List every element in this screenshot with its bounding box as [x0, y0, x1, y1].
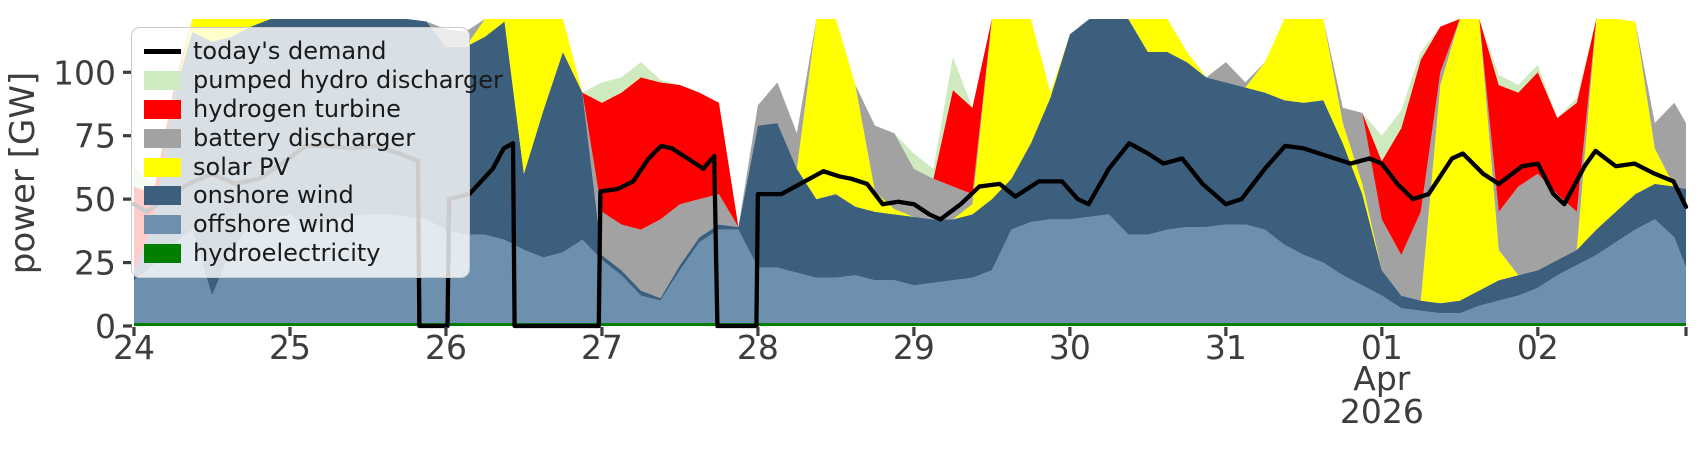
demand-line-group	[131, 141, 1689, 329]
legend-swatch-color	[144, 215, 181, 235]
x-tick-label-31: 31	[1205, 328, 1247, 367]
legend-label: today's demand	[193, 37, 387, 65]
legend-label: hydrogen turbine	[193, 94, 401, 123]
legend-swatch-color	[144, 244, 181, 264]
y-tick-label-0: 0	[95, 307, 116, 346]
x-tick-label-24: 24	[113, 328, 155, 367]
legend-patch-swatch	[144, 157, 181, 177]
legend-label: battery discharger	[193, 123, 416, 152]
legend-item-offshore-wind: offshore wind	[144, 210, 457, 239]
y-tick-label-100: 100	[53, 53, 116, 92]
legend-item-pumped-hydro-discharger: pumped hydro discharger	[144, 66, 503, 95]
x-month-label: Apr	[1353, 359, 1411, 398]
area-onshore-wind	[134, 19, 1686, 314]
area-solar-PV	[134, 19, 1686, 304]
legend-swatch-color	[144, 128, 181, 148]
x-tick-label-29: 29	[893, 328, 935, 367]
area-offshore-wind	[134, 214, 1686, 323]
legend-patch-swatch	[144, 244, 181, 264]
legend-label: offshore wind	[193, 210, 356, 239]
legend-item-hydrogen-turbine: hydrogen turbine	[144, 95, 457, 124]
legend-swatch-color	[144, 99, 181, 119]
legend-swatch-color	[144, 157, 181, 177]
legend-patch-swatch	[144, 128, 181, 148]
x-tick-label-01: 01	[1361, 328, 1403, 367]
demand-line	[131, 141, 1689, 329]
legend-line-swatch	[144, 49, 181, 54]
legend-label: solar PV	[193, 152, 290, 181]
legend-patch-swatch	[144, 70, 181, 90]
chart-legend: today's demand pumped hydro discharger hyd…	[131, 27, 503, 279]
area-hydroelectricity	[134, 323, 1686, 326]
legend-item-battery-discharger: battery discharger	[144, 124, 457, 153]
legend-swatch-color	[144, 186, 181, 206]
x-month-label: 2026	[1340, 392, 1424, 431]
legend-swatch-color	[144, 70, 181, 90]
x-tick-label-30: 30	[1049, 328, 1091, 367]
legend-item-onshore-wind: onshore wind	[144, 181, 457, 210]
x-tick-label-27: 27	[581, 328, 623, 367]
legend-swatch-color	[144, 49, 181, 54]
legend-item-hydroelectricity: hydroelectricity	[144, 239, 457, 268]
y-tick-label-25: 25	[74, 244, 116, 283]
legend-item-solar-PV: solar PV	[144, 153, 457, 182]
y-tick-label-50: 50	[74, 180, 116, 219]
x-tick-label-28: 28	[737, 328, 779, 367]
legend-label: pumped hydro discharger	[193, 65, 503, 94]
legend-label: hydroelectricity	[193, 239, 381, 268]
legend-patch-swatch	[144, 99, 181, 119]
x-tick-label-25: 25	[269, 328, 311, 367]
legend-label: onshore wind	[193, 181, 354, 210]
y-axis-label: power [GW]	[3, 72, 43, 274]
x-tick-label-02: 02	[1517, 328, 1559, 367]
x-tick-label-26: 26	[425, 328, 467, 367]
legend-patch-swatch	[144, 215, 181, 235]
legend-item-today-s-demand: today's demand	[144, 37, 457, 66]
y-tick-label-75: 75	[74, 117, 116, 156]
legend-patch-swatch	[144, 186, 181, 206]
